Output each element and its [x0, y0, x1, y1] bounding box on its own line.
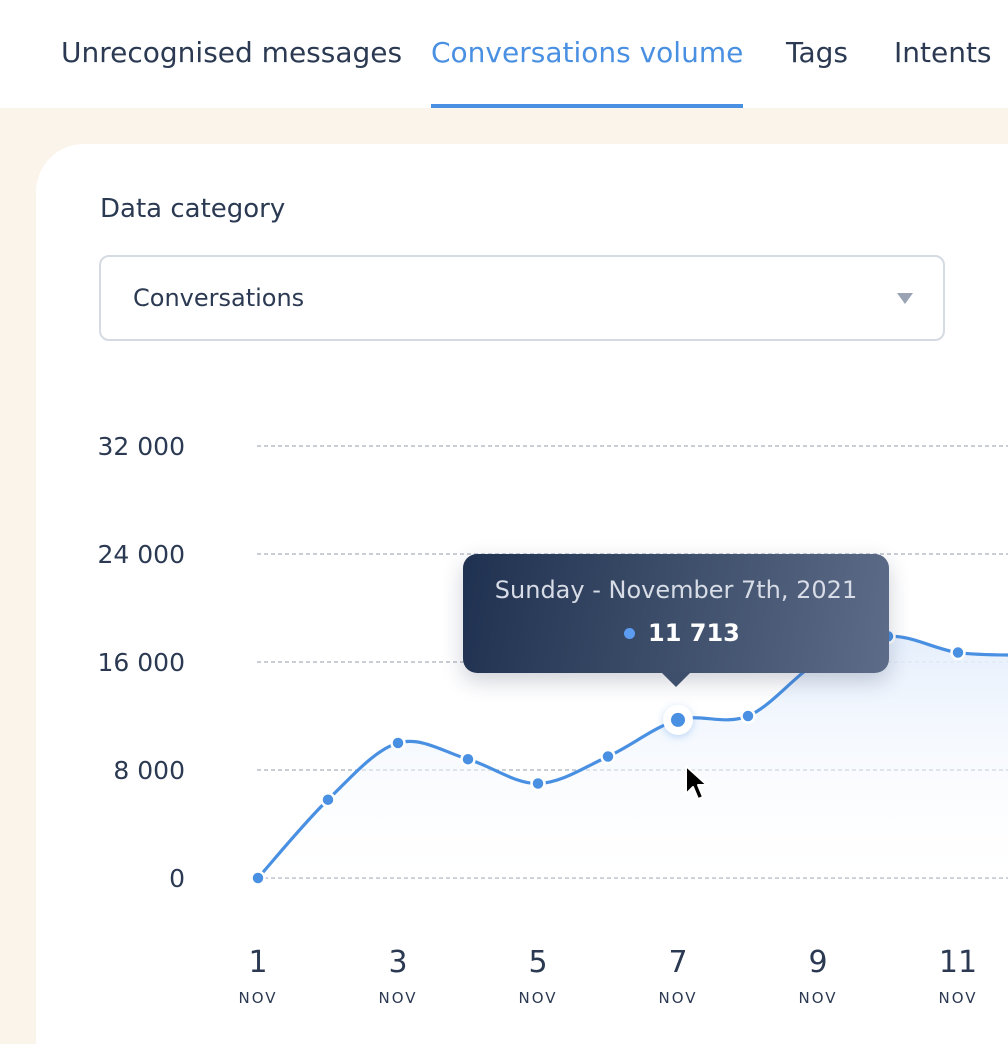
chevron-down-icon — [897, 293, 913, 304]
data-point — [530, 775, 546, 792]
data-point — [740, 708, 756, 724]
x-tick-month: NOV — [238, 989, 277, 1007]
x-tick-month: NOV — [658, 989, 697, 1007]
tab-tags[interactable]: Tags — [786, 36, 848, 69]
data-point — [320, 791, 336, 808]
conversations-volume-chart: 0 8 000 16 000 24 000 32 000 1 NOV 3 NOV 5 NOV 7 NOV… — [98, 432, 1008, 1007]
tooltip-value: 11 713 — [648, 619, 740, 647]
x-tick-label: 5 — [528, 945, 547, 980]
x-tick-label: 11 — [939, 945, 977, 980]
tab-conversations-volume[interactable]: Conversations volume — [431, 36, 743, 108]
tab-intents[interactable]: Intents — [894, 36, 992, 69]
x-tick-month: NOV — [518, 989, 557, 1007]
y-tick-label: 8 000 — [113, 756, 185, 785]
y-tick-label: 0 — [169, 864, 185, 893]
data-point — [390, 735, 406, 751]
x-tick-label: 1 — [248, 945, 267, 980]
x-tick-label: 7 — [668, 945, 687, 980]
data-category-value: Conversations — [133, 284, 305, 312]
tab-bar: Unrecognised messages Conversations volu… — [0, 0, 1008, 108]
data-point — [950, 644, 966, 661]
data-category-select[interactable]: Conversations — [99, 255, 945, 341]
x-tick-month: NOV — [938, 989, 977, 1007]
y-tick-label: 24 000 — [98, 540, 185, 569]
y-tick-label: 16 000 — [98, 648, 185, 677]
highlighted-data-point — [671, 712, 685, 727]
tab-unrecognised-messages[interactable]: Unrecognised messages — [61, 36, 403, 69]
tooltip-arrow — [661, 672, 691, 687]
data-point — [460, 751, 476, 767]
data-point — [600, 748, 616, 765]
data-point — [250, 870, 266, 886]
tooltip-date: Sunday - November 7th, 2021 — [494, 576, 858, 604]
data-category-label: Data category — [100, 194, 286, 224]
x-tick-month: NOV — [378, 989, 417, 1007]
series-area — [258, 636, 1008, 878]
x-tick-label: 9 — [808, 945, 827, 980]
x-tick-label: 3 — [388, 945, 407, 980]
y-tick-label: 32 000 — [98, 432, 185, 461]
tooltip-series-dot — [624, 628, 635, 639]
chart-tooltip: Sunday - November 7th, 2021 — [463, 554, 889, 673]
mouse-pointer-icon — [685, 765, 708, 800]
x-tick-month: NOV — [798, 989, 837, 1007]
